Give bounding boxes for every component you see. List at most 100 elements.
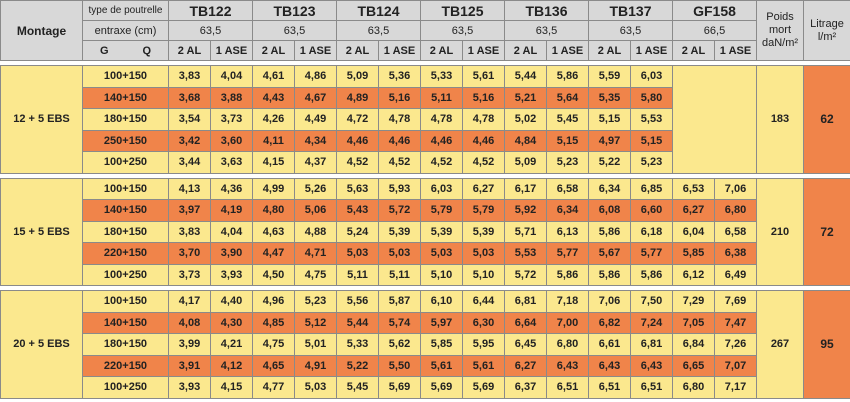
value-cell: 4,71 — [294, 242, 337, 265]
value-cell: 5,24 — [336, 220, 379, 243]
q-label: Q — [142, 44, 152, 57]
sub-column: 1 ASE — [378, 40, 421, 61]
value-cell: 5,03 — [378, 242, 421, 265]
gap — [0, 60, 850, 66]
header-line: daN/m² — [761, 37, 799, 49]
value-cell: 4,85 — [252, 311, 295, 334]
value-cell: 4,75 — [252, 333, 295, 356]
value-cell: 5,11 — [336, 263, 379, 286]
value-cell: 5,61 — [462, 354, 505, 377]
value-cell: 3,93 — [210, 263, 253, 286]
header-line: l/m² — [817, 30, 837, 43]
montage: 20 + 5 EBS — [0, 290, 83, 399]
value-cell: 7,06 — [588, 290, 631, 313]
montage: 12 + 5 EBS — [0, 65, 83, 174]
value-cell: 5,15 — [546, 129, 589, 152]
value-cell: 5,03 — [420, 242, 463, 265]
value-cell: 5,71 — [504, 220, 547, 243]
value-cell: 5,45 — [336, 376, 379, 399]
sub-column: 2 AL — [420, 40, 463, 61]
value-cell: 6,27 — [462, 177, 505, 200]
value-cell: 5,69 — [378, 376, 421, 399]
entraxe-label: entraxe (cm) — [82, 20, 169, 41]
value-cell: 5,93 — [378, 177, 421, 200]
value-cell: 6,58 — [546, 177, 589, 200]
value-cell: 5,02 — [504, 108, 547, 131]
data-row: 100+250 3,73 3,93 4,50 4,75 5,11 5,11 5,10 5,10 5… — [1, 263, 850, 286]
value-cell: 5,62 — [378, 333, 421, 356]
gq: 180+150 — [82, 333, 169, 356]
value-cell: 4,80 — [252, 199, 295, 222]
litrage: 95 — [803, 290, 850, 399]
empty-cell — [672, 65, 757, 174]
gq: 140+150 — [82, 86, 169, 109]
entraxe-value: 63,5 — [168, 20, 253, 41]
value-cell: 5,92 — [504, 199, 547, 222]
value-cell: 5,11 — [420, 86, 463, 109]
litrage: 62 — [803, 65, 850, 174]
value-cell: 6,37 — [504, 376, 547, 399]
value-cell: 4,78 — [462, 108, 505, 131]
gq: 100+150 — [82, 177, 169, 200]
value-cell: 4,08 — [168, 311, 211, 334]
value-cell: 5,69 — [462, 376, 505, 399]
value-cell: 4,78 — [420, 108, 463, 131]
value-cell: 5,59 — [588, 65, 631, 88]
value-cell: 4,65 — [252, 354, 295, 377]
sub-column: 2 AL — [504, 40, 547, 61]
value-cell: 7,26 — [714, 333, 757, 356]
value-cell: 5,44 — [504, 65, 547, 88]
sub-column: 1 ASE — [714, 40, 757, 61]
gq: 140+150 — [82, 311, 169, 334]
value-cell: 5,23 — [546, 151, 589, 174]
value-cell: 6,60 — [630, 199, 673, 222]
value-cell: 6,43 — [546, 354, 589, 377]
header-row: Montage type de poutrelle TB122 TB123 TB124 T… — [0, 0, 850, 61]
data-row: 20 + 5 EBS 100+150 4,17 4,40 4,96 5,23 5,56 5,8… — [0, 290, 850, 399]
value-cell: 5,12 — [294, 311, 337, 334]
value-cell: 6,81 — [630, 333, 673, 356]
value-cell: 3,60 — [210, 129, 253, 152]
product-name: TB136 — [504, 0, 589, 21]
value-cell: 5,61 — [462, 65, 505, 88]
value-cell: 4,91 — [294, 354, 337, 377]
entraxe-value: 63,5 — [504, 20, 589, 41]
value-cell: 6,80 — [672, 376, 715, 399]
data-row: 12 + 5 EBS 100+150 3,83 4,04 4,61 4,86 5,09 5,3… — [0, 65, 850, 174]
value-cell: 7,17 — [714, 376, 757, 399]
value-cell: 5,16 — [378, 86, 421, 109]
value-cell: 5,50 — [378, 354, 421, 377]
data-row: 15 + 5 EBS 100+150 4,13 4,36 4,99 5,26 5,63 5,9… — [0, 177, 850, 286]
value-cell: 5,63 — [336, 177, 379, 200]
value-cell: 4,21 — [210, 333, 253, 356]
value-cell: 4,46 — [420, 129, 463, 152]
data-row: 180+150 3,83 4,04 4,63 4,88 5,24 5,39 5,39 5,39 5… — [1, 220, 850, 243]
value-cell: 6,03 — [420, 177, 463, 200]
value-cell: 3,97 — [168, 199, 211, 222]
value-cell: 4,75 — [294, 263, 337, 286]
value-cell: 4,11 — [252, 129, 295, 152]
value-cell: 7,50 — [630, 290, 673, 313]
entraxe-value: 63,5 — [252, 20, 337, 41]
value-cell: 6,12 — [672, 263, 715, 286]
value-cell: 5,43 — [336, 199, 379, 222]
value-cell: 5,33 — [420, 65, 463, 88]
value-cell: 7,24 — [630, 311, 673, 334]
value-cell: 5,77 — [546, 242, 589, 265]
value-cell: 5,53 — [504, 242, 547, 265]
value-cell: 4,89 — [336, 86, 379, 109]
value-cell: 5,74 — [378, 311, 421, 334]
poids-header: Poids mort daN/m² — [756, 0, 804, 61]
gq: 180+150 — [82, 220, 169, 243]
value-cell: 5,80 — [630, 86, 673, 109]
gq: 100+150 — [82, 290, 169, 313]
product-name: TB124 — [336, 0, 421, 21]
value-cell: 4,99 — [252, 177, 295, 200]
value-cell: 6,85 — [630, 177, 673, 200]
data-row: 100+250 3,44 3,63 4,15 4,37 4,52 4,52 4,52 4,52 5… — [1, 151, 850, 174]
gq: 220+150 — [82, 242, 169, 265]
value-cell: 5,26 — [294, 177, 337, 200]
gq: 100+250 — [82, 263, 169, 286]
